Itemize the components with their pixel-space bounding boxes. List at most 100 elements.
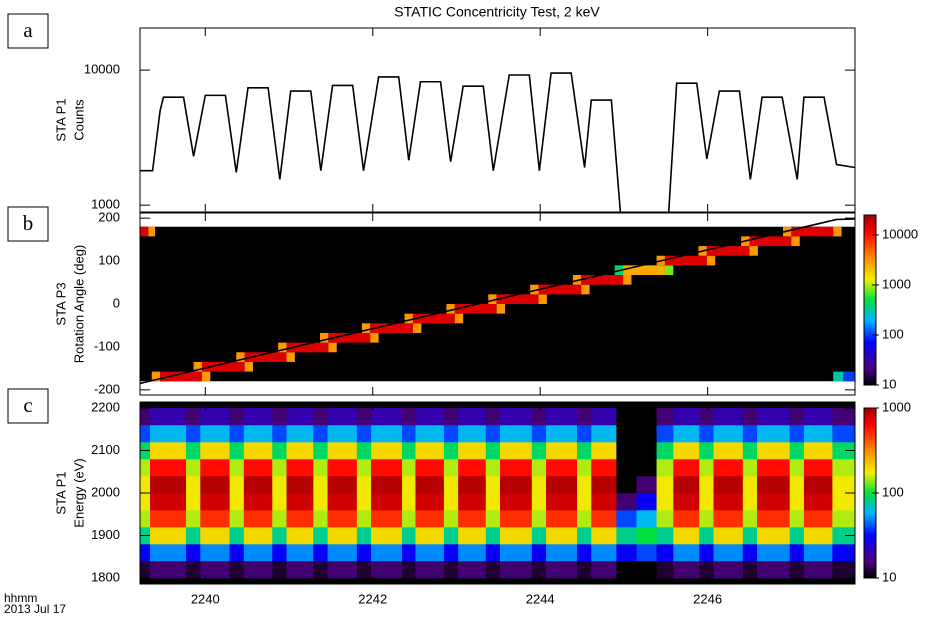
heatmap-cell	[833, 226, 842, 237]
heatmap-cell	[313, 510, 328, 528]
heatmap-cell	[402, 527, 416, 545]
heatmap-cell	[531, 475, 547, 494]
heatmap-cell	[356, 458, 372, 477]
heatmap-cell	[415, 527, 445, 545]
heatmap-cell	[500, 493, 533, 511]
heatmap-cell	[757, 493, 790, 511]
heatmap-cell	[591, 561, 617, 579]
heatmap-cell	[546, 424, 578, 443]
heatmap-cell	[673, 527, 700, 545]
y-axis-label: Counts	[71, 99, 86, 141]
heatmap-cell	[140, 407, 151, 426]
heatmap-cell	[370, 323, 413, 333]
heatmap-cell	[699, 561, 714, 579]
heatmap-cell	[713, 407, 744, 426]
heatmap-cell	[789, 493, 805, 511]
plot-frame	[139, 27, 856, 213]
heatmap-cell	[243, 458, 273, 477]
heatmap-cell	[186, 441, 201, 460]
heatmap-cell	[485, 493, 501, 511]
heatmap-cell	[458, 493, 487, 511]
y-axis-label: Energy (eV)	[71, 458, 86, 527]
heatmap-cell	[485, 561, 501, 579]
heatmap-cell	[673, 441, 700, 460]
heatmap-cell	[538, 284, 582, 295]
heatmap-cell	[201, 361, 245, 372]
heatmap-cell	[656, 510, 674, 528]
heatmap-cell	[757, 510, 790, 528]
heatmap-cell	[577, 475, 592, 494]
colorbar	[863, 214, 877, 386]
heatmap-cell	[458, 407, 487, 426]
heatmap-cell	[699, 407, 714, 426]
plot-area	[140, 402, 855, 584]
heatmap-cell	[500, 424, 533, 443]
heatmap-cell	[636, 458, 657, 477]
heatmap-cell	[699, 424, 714, 443]
heatmap-cell	[803, 441, 833, 460]
heatmap-cell	[313, 458, 328, 477]
heatmap-cell	[458, 510, 487, 528]
heatmap-cell	[148, 226, 156, 237]
heatmap-cell	[636, 544, 657, 562]
heatmap-cell	[832, 407, 855, 426]
heatmap-cell	[320, 332, 329, 343]
heatmap-cell	[636, 441, 657, 460]
heatmap-cell	[577, 424, 592, 443]
panel-label-box	[7, 388, 49, 424]
heatmap-cell	[371, 510, 403, 528]
heatmap-cell	[699, 544, 714, 562]
heatmap-cell	[443, 424, 459, 443]
heatmap-cell	[412, 313, 455, 324]
heatmap-cell	[243, 475, 273, 494]
heatmap-cell	[485, 544, 501, 562]
heatmap-cell	[140, 226, 149, 237]
heatmap-cell	[160, 371, 202, 382]
heatmap-cell	[496, 304, 506, 314]
heatmap-cell	[150, 475, 187, 494]
heatmap-cell	[402, 475, 416, 494]
heatmap-cell	[150, 424, 187, 443]
heatmap-cell	[485, 458, 501, 477]
heatmap-cell	[458, 441, 487, 460]
heatmap-cell	[757, 441, 790, 460]
heatmap-cell	[327, 441, 358, 460]
heatmap-cell	[356, 424, 372, 443]
heatmap-cell	[832, 475, 855, 494]
heatmap-cell	[443, 407, 459, 426]
heatmap-cell	[458, 527, 487, 545]
heatmap-cell	[200, 561, 230, 579]
heatmap-cell	[616, 458, 637, 477]
heatmap-cell	[415, 493, 445, 511]
heatmap-cell	[272, 510, 287, 528]
heatmap-cell	[749, 246, 758, 256]
heatmap-cell	[616, 544, 637, 562]
heatmap-cell	[832, 458, 855, 477]
plot-area	[140, 72, 855, 212]
heatmap-cell	[186, 527, 201, 545]
heatmap-cell	[832, 424, 855, 443]
heatmap-cell	[272, 458, 287, 477]
heatmap-cell	[616, 493, 637, 511]
heatmap-cell	[742, 475, 758, 494]
heatmap-cell	[757, 407, 790, 426]
heatmap-cell	[200, 424, 230, 443]
heatmap-cell	[485, 441, 501, 460]
heatmap-cell	[531, 544, 547, 562]
heatmap-cell	[415, 475, 445, 494]
heatmap-cell	[272, 544, 287, 562]
y-tick-label: -200	[94, 381, 120, 396]
heatmap-cell	[485, 424, 501, 443]
y-axis-label: STA P3	[53, 282, 68, 325]
heatmap-cell	[616, 475, 637, 494]
y-tick-label: 200	[98, 210, 120, 225]
heatmap-cell	[186, 561, 201, 579]
heatmap-cell	[186, 475, 201, 494]
heatmap-cell	[415, 458, 445, 477]
heatmap-cell	[328, 332, 371, 343]
heatmap-cell	[832, 441, 855, 460]
heatmap-cell	[500, 441, 533, 460]
y-tick-label: 0	[113, 295, 120, 310]
heatmap-cell	[286, 407, 314, 426]
heatmap-cell	[749, 236, 792, 247]
